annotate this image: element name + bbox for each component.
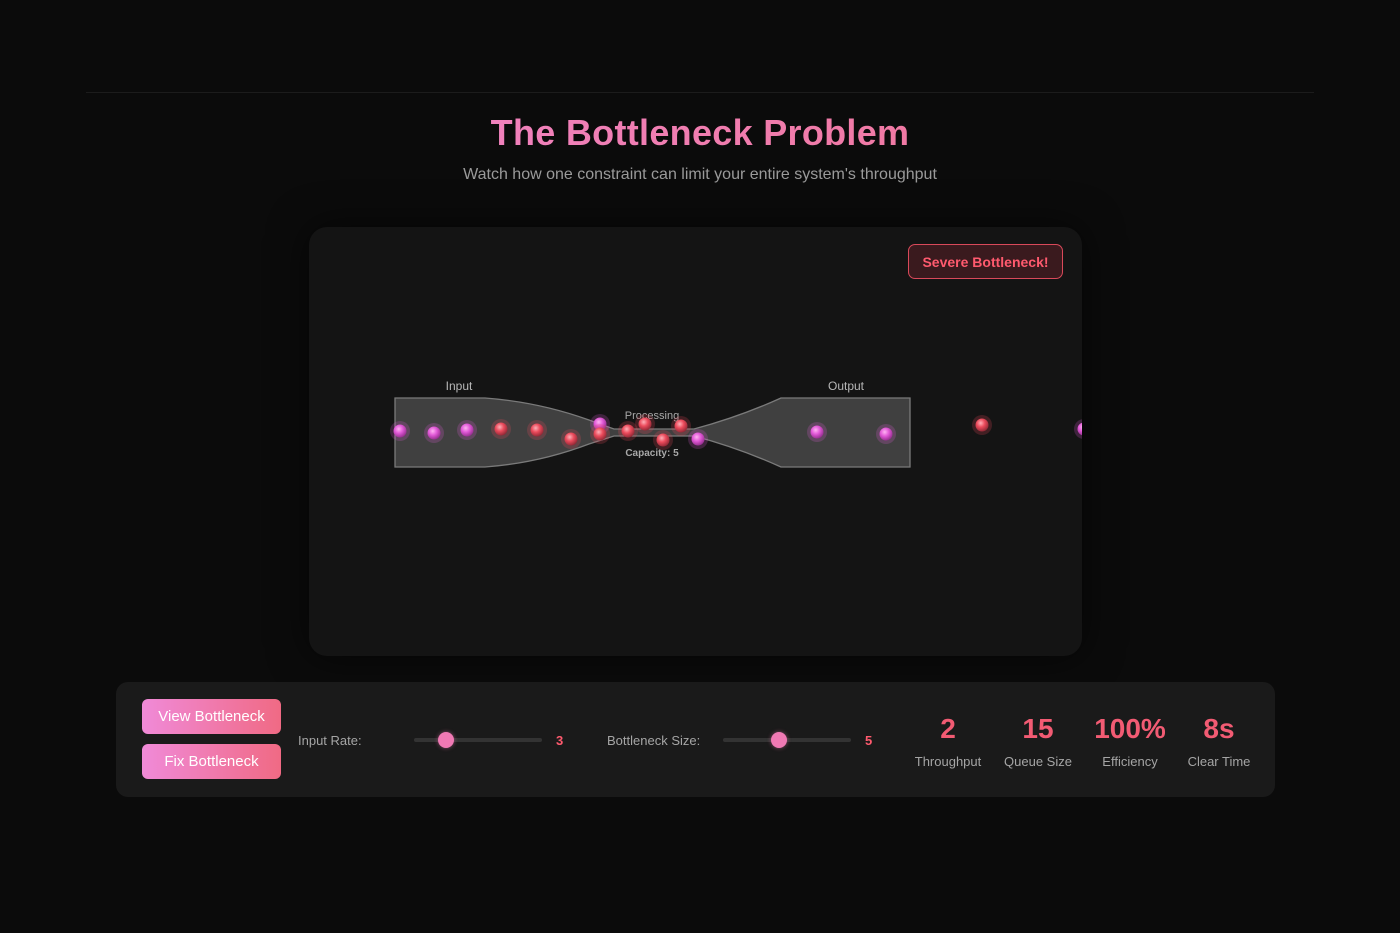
particle-red (621, 424, 635, 438)
particles-layer (390, 414, 1082, 450)
bottleneck-size-slider-thumb[interactable] (771, 732, 788, 748)
particle-red (674, 419, 688, 433)
particle-magenta (879, 427, 893, 441)
input-rate-label: Input Rate: (298, 733, 362, 748)
stat-clear-time: 8s Clear Time (1179, 712, 1259, 769)
particle-magenta (460, 423, 474, 437)
particle-red (975, 418, 989, 432)
particle-red (656, 433, 670, 447)
stat-value: 100% (1094, 713, 1166, 744)
view-bottleneck-button[interactable]: View Bottleneck (142, 699, 281, 734)
input-label: Input (446, 379, 473, 393)
capacity-label: Capacity: 5 (625, 448, 679, 459)
page-header: The Bottleneck Problem Watch how one con… (0, 112, 1400, 184)
stat-label: Throughput (914, 754, 982, 769)
particle-magenta (1077, 422, 1082, 436)
particle-red (593, 427, 607, 441)
page-subtitle: Watch how one constraint can limit your … (463, 166, 937, 183)
stat-label: Clear Time (1187, 754, 1251, 769)
stat-efficiency: 100% Efficiency (1086, 712, 1174, 769)
particle-red (638, 417, 652, 431)
particle-magenta (810, 425, 824, 439)
stat-throughput: 2 Throughput (908, 712, 988, 769)
particle-magenta (393, 424, 407, 438)
particle-red (564, 432, 578, 446)
stat-value: 8s (1203, 713, 1235, 744)
particle-red (530, 423, 544, 437)
input-rate-slider-thumb[interactable] (438, 732, 454, 748)
stat-queue-size: 15 Queue Size (998, 712, 1078, 769)
bottleneck-size-slider[interactable] (723, 732, 851, 748)
particle-magenta (691, 432, 705, 446)
processing-label: Processing (625, 410, 679, 422)
particle-magenta (593, 417, 607, 431)
output-label: Output (828, 379, 865, 393)
simulation-panel: Input Processing Capacity: 5 Output Seve… (309, 227, 1082, 656)
bottleneck-size-label: Bottleneck Size: (607, 733, 701, 748)
particle-magenta (427, 426, 441, 440)
input-rate-slider[interactable] (414, 732, 542, 748)
stat-value: 2 (940, 713, 956, 744)
pipeline-shape (394, 397, 911, 468)
top-divider (86, 92, 1314, 93)
controls-panel: View Bottleneck Fix Bottleneck Input Rat… (116, 682, 1275, 797)
bottleneck-size-value: 5 (865, 733, 873, 748)
page-title: The Bottleneck Problem (0, 112, 1400, 154)
fix-bottleneck-button[interactable]: Fix Bottleneck (142, 744, 281, 779)
pipeline-diagram: Input Processing Capacity: 5 Output (390, 379, 1082, 468)
stat-value: 15 (1022, 713, 1054, 744)
status-badge: Severe Bottleneck! (908, 244, 1063, 279)
input-rate-value: 3 (556, 733, 564, 748)
particle-red (494, 422, 508, 436)
stat-label: Queue Size (1004, 754, 1072, 769)
stat-label: Efficiency (1102, 754, 1158, 769)
